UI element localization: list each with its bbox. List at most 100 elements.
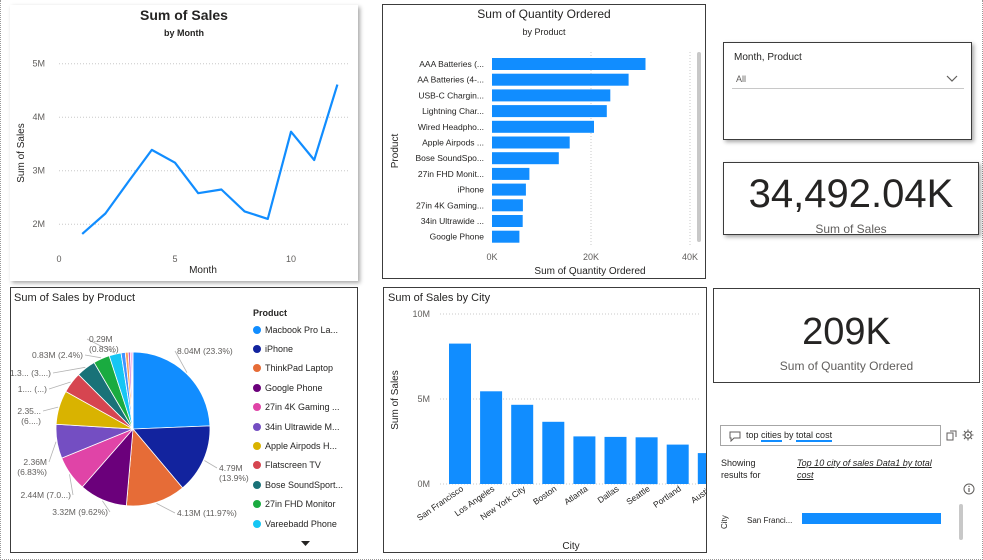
hbar-category-label: Google Phone	[430, 232, 485, 242]
city-chart-xlabel: City	[562, 541, 579, 552]
caret-down-icon[interactable]	[301, 541, 310, 547]
city-bar[interactable]	[542, 421, 565, 484]
qna-query-term-1: cities	[761, 430, 782, 442]
hbar-x-tick-label: 0K	[486, 252, 497, 262]
pie-data-label: 4.13M (11.97%)	[177, 508, 237, 518]
pie-legend-item[interactable]: 27in FHD Monitor	[253, 495, 357, 514]
pie-leader-line	[48, 441, 57, 463]
city-bar[interactable]	[449, 343, 471, 484]
quantity-by-product-visual[interactable]: Sum of Quantity Ordered by Product Sum o…	[382, 4, 706, 279]
city-category-label: Seattle	[624, 483, 652, 507]
gear-icon[interactable]	[962, 429, 974, 441]
hbar-bar[interactable]	[492, 136, 570, 149]
info-icon[interactable]	[963, 483, 975, 495]
legend-dot-icon	[253, 519, 261, 528]
line-x-tick-label: 10	[286, 254, 296, 264]
qna-query-text: top cities by total cost	[746, 430, 833, 442]
qna-query-mid: by	[781, 430, 797, 440]
quantity-by-product-chart: Sum of Quantity Ordered by Product Sum o…	[390, 7, 701, 277]
pie-legend-item[interactable]: Bose SoundSport...	[253, 475, 357, 494]
pie-legend-item[interactable]: Vareebadd Phone	[253, 514, 357, 533]
line-x-tick-label: 5	[172, 254, 177, 264]
qna-input[interactable]: top cities by total cost	[720, 425, 941, 446]
qna-visual: top cities by total cost Showing results…	[713, 418, 981, 554]
pie-slice[interactable]	[132, 351, 211, 430]
city-bar[interactable]	[480, 391, 503, 484]
hbar-bar[interactable]	[492, 167, 530, 180]
pie-leader-line	[69, 474, 74, 496]
sales-line-series[interactable]	[81, 84, 339, 235]
hbar-bar[interactable]	[492, 215, 523, 227]
sales-kpi-value: 34,492.04K	[748, 172, 954, 216]
pie-slice[interactable]	[131, 351, 134, 430]
legend-dot-icon	[253, 461, 261, 470]
line-y-tick-label: 4M	[32, 112, 45, 122]
pie-legend-item[interactable]: Google Phone	[253, 378, 357, 397]
city-bar[interactable]	[666, 444, 689, 484]
qna-scrollbar[interactable]	[959, 504, 963, 540]
pie-legend-label: 34in Ultrawide M...	[265, 421, 340, 432]
hbar-category-label: Wired Headpho...	[418, 122, 484, 132]
pie-data-label: 1.... (...)	[18, 384, 47, 394]
sales-by-city-visual[interactable]: Sum of Sales by City City Sum of Sales 0…	[383, 287, 720, 553]
qna-row-label: San Franci...	[747, 516, 793, 525]
hbar-bar[interactable]	[492, 152, 559, 165]
hbar-category-label: AA Batteries (4-...	[417, 75, 484, 85]
hbar-category-label: USB-C Chargin...	[418, 90, 484, 100]
city-bar[interactable]	[573, 436, 596, 484]
hbar-bar[interactable]	[492, 73, 629, 86]
bar-chart-scrollbar[interactable]	[697, 52, 701, 242]
pie-legend-item[interactable]: Flatscreen TV	[253, 456, 357, 475]
hbar-bar[interactable]	[492, 230, 520, 243]
pie-slice[interactable]	[125, 428, 184, 507]
hbar-x-tick-label: 40K	[682, 252, 698, 262]
pie-legend-label: Macbook Pro La...	[265, 324, 339, 335]
city-y-tick-label: 0M	[417, 479, 430, 489]
pie-legend-label: 27in FHD Monitor	[265, 499, 336, 510]
pie-legend-item[interactable]: Apple Airpods H...	[253, 436, 357, 455]
qna-result-bar[interactable]	[802, 513, 942, 524]
hbar-bar[interactable]	[492, 89, 611, 102]
sales-by-month-visual[interactable]: Sum of Sales by Month Month Sum of Sales…	[10, 5, 358, 281]
quantity-kpi-label: Sum of Quantity Ordered	[779, 359, 914, 373]
pie-legend-item[interactable]: 27in 4K Gaming ...	[253, 398, 357, 417]
city-bar[interactable]	[511, 404, 534, 484]
hbar-bar[interactable]	[492, 105, 607, 118]
pie-legend-item[interactable]: ThinkPad Laptop	[253, 359, 357, 378]
bar-chart-title: Sum of Quantity Ordered	[477, 7, 610, 21]
hbar-bar[interactable]	[492, 58, 646, 70]
city-chart-ylabel: Sum of Sales	[390, 370, 401, 429]
hbar-bar[interactable]	[492, 183, 526, 196]
qna-showing-label: Showing results for	[721, 458, 761, 480]
pie-legend-item[interactable]: iPhone	[253, 339, 357, 358]
pie-leader-line	[42, 406, 59, 412]
pie-data-label: 3.32M (9.62%)	[52, 507, 108, 517]
hbar-category-label: 34in Ultrawide ...	[421, 216, 484, 226]
pie-data-label: 0.83M (2.4%)	[32, 350, 83, 360]
legend-dot-icon	[253, 325, 261, 334]
legend-dot-icon	[253, 383, 261, 392]
city-bar[interactable]	[697, 453, 720, 484]
sales-by-product-visual[interactable]: Sum of Sales by Product 8.04M (23.3%) 4.7…	[10, 287, 358, 553]
pie-legend-label: Google Phone	[265, 382, 323, 393]
city-bar[interactable]	[604, 436, 627, 484]
city-bar[interactable]	[635, 437, 658, 485]
hbar-bar[interactable]	[492, 199, 523, 212]
qna-result-link[interactable]: Top 10 city of sales Data1 by total cost	[797, 458, 932, 480]
sales-kpi-card[interactable]: 34,492.04K Sum of Sales	[723, 162, 979, 235]
city-category-label: Boston	[531, 483, 559, 507]
quantity-kpi-card[interactable]: 209K Sum of Quantity Ordered	[713, 288, 980, 383]
line-chart-xlabel: Month	[189, 265, 217, 276]
line-y-tick-label: 5M	[32, 59, 45, 69]
city-category-label: Austin	[689, 483, 706, 505]
hbar-bar[interactable]	[492, 120, 594, 133]
hbar-category-label: 27in 4K Gaming...	[416, 200, 484, 210]
pie-legend-item[interactable]: Macbook Pro La...	[253, 320, 357, 339]
pie-leader-line	[204, 460, 218, 469]
qna-query-pre: top	[746, 430, 762, 440]
pie-legend-item[interactable]: 34in Ultrawide M...	[253, 417, 357, 436]
pie-slice[interactable]	[132, 425, 211, 489]
qna-query-term-2: total cost	[796, 430, 833, 442]
turn-into-visual-icon[interactable]	[946, 430, 957, 441]
slicer-dropdown[interactable]: All	[732, 69, 964, 89]
